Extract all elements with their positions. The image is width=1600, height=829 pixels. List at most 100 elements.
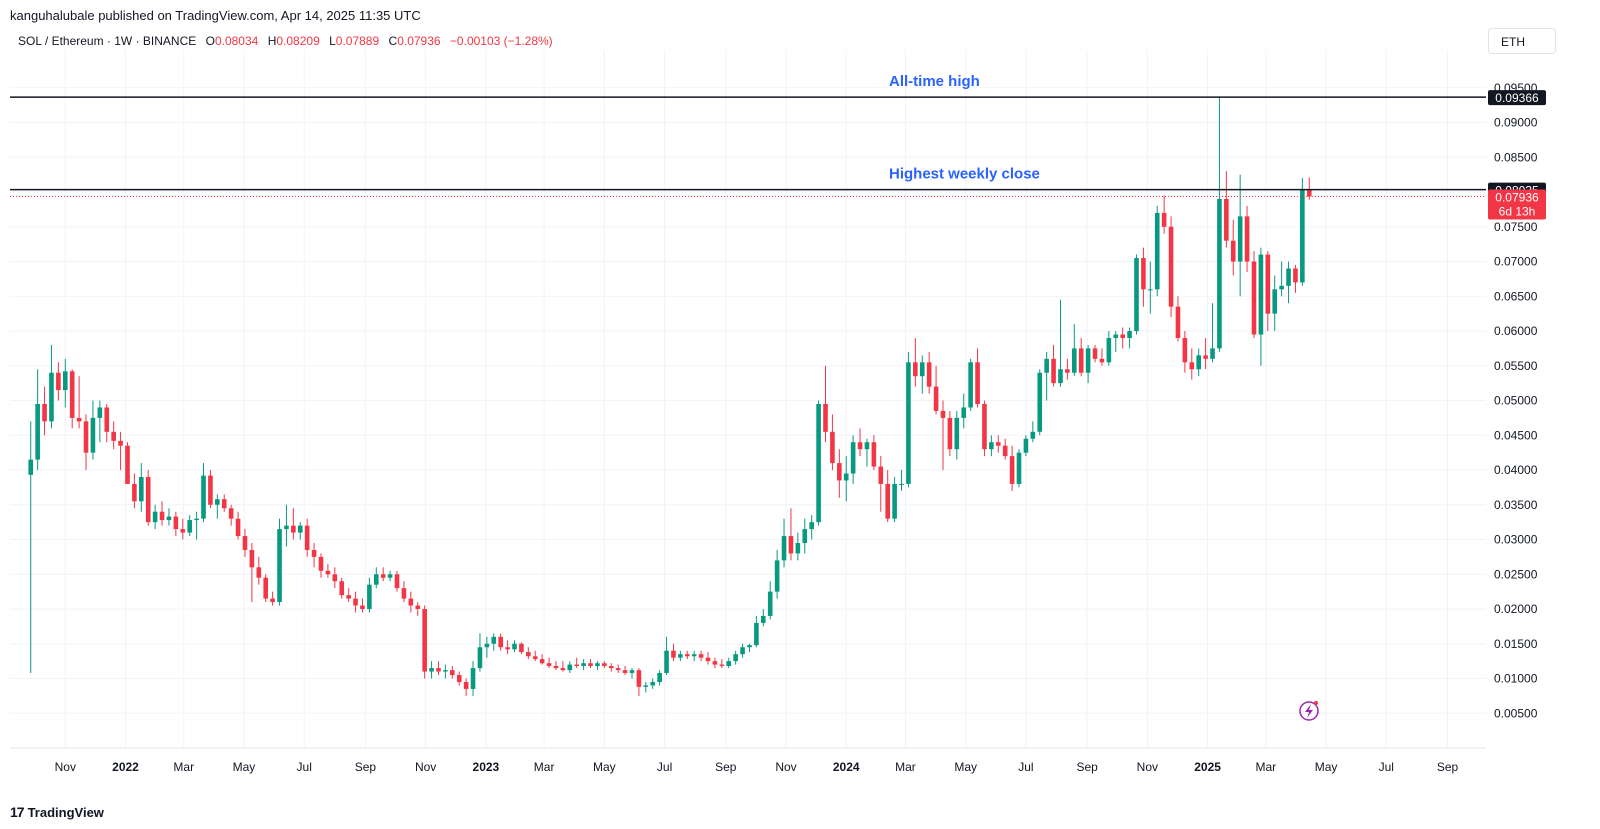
lightning-bolt-icon (1305, 704, 1313, 718)
candle-body (678, 654, 683, 658)
tradingview-logo-icon: 17 (10, 804, 25, 820)
candle-body (1210, 348, 1215, 359)
candle-body (857, 442, 863, 450)
candle-body (249, 549, 255, 568)
candle-body (705, 657, 711, 662)
candle-body (1279, 285, 1284, 290)
candle-body (1300, 189, 1305, 283)
candle-body (995, 442, 1001, 446)
candle-body (588, 663, 593, 666)
candle-body (788, 536, 794, 554)
candle-body (505, 647, 510, 650)
candle-body (747, 645, 752, 648)
candle-body (1085, 348, 1091, 373)
candle-body (1065, 369, 1070, 373)
candle-body (97, 407, 103, 418)
y-tick-label: 0.08500 (1494, 150, 1538, 164)
candle-body (719, 664, 725, 666)
candle-body (132, 483, 137, 502)
candle-body (1106, 337, 1112, 363)
x-tick-label: May (233, 760, 256, 774)
candle-body (484, 643, 490, 648)
candle-body (899, 483, 904, 485)
candle-body (954, 417, 960, 450)
candle-body (1203, 355, 1208, 359)
candle-body (657, 672, 662, 682)
x-tick-label: 2025 (1194, 760, 1221, 774)
candle-body (139, 476, 144, 502)
candle-body (1293, 268, 1298, 283)
candle-body (463, 681, 469, 689)
candle-body (1272, 289, 1278, 314)
candle-body (933, 386, 939, 411)
candle-body (1168, 226, 1174, 307)
x-tick-label: Mar (534, 760, 555, 774)
candle-body (754, 622, 759, 646)
open-label: O (205, 34, 215, 48)
candle-body (318, 556, 324, 571)
candle-body (215, 499, 220, 505)
candle-body (823, 404, 828, 432)
candle-body (602, 663, 607, 666)
candle-body (519, 643, 524, 653)
candle-body (767, 591, 773, 616)
candle-body (152, 511, 158, 523)
x-tick-label: 2022 (112, 760, 139, 774)
close-label: C (388, 34, 398, 48)
candle-body (850, 442, 856, 474)
candle-body (1196, 355, 1201, 370)
candle-body (228, 508, 234, 519)
candle-body (629, 670, 635, 673)
candle-body (429, 668, 434, 672)
x-tick-label: May (1315, 760, 1338, 774)
footer-brand[interactable]: 17 TradingView (10, 804, 104, 820)
level-price-tag (1488, 90, 1546, 106)
candle-body (989, 442, 994, 450)
candle-body (1141, 258, 1146, 290)
candle-body (968, 362, 973, 408)
candle-body (871, 442, 877, 467)
candle-body (684, 654, 690, 657)
level-annotation: All-time high (889, 73, 980, 90)
y-tick-label: 0.07000 (1494, 255, 1538, 269)
candle-body (104, 407, 110, 432)
candle-body (615, 668, 621, 671)
change-value: −0.00103 (−1.28%) (449, 34, 553, 48)
lightning-icon (1299, 701, 1319, 721)
candle-body (118, 440, 123, 446)
candle-body (470, 668, 476, 689)
candle-body (42, 404, 47, 422)
candle-body (595, 663, 600, 666)
x-tick-label: 2023 (473, 760, 500, 774)
notification-dot-icon (1314, 701, 1318, 705)
candle-body (415, 605, 421, 610)
candle-body (608, 665, 614, 669)
candle-body (837, 463, 842, 481)
candle-body (795, 542, 801, 554)
candle-body (691, 654, 697, 657)
candle-body (180, 529, 186, 533)
x-tick-label: Jul (297, 760, 312, 774)
candle-body (49, 372, 54, 422)
candle-body (443, 670, 448, 672)
candle-body (145, 476, 151, 523)
currency-button[interactable]: ETH (1488, 28, 1556, 54)
candle-body (450, 670, 455, 676)
candle-body (408, 598, 414, 606)
candle-body (387, 574, 393, 578)
x-tick-label: Mar (173, 760, 194, 774)
candle-body (1071, 348, 1077, 373)
symbol-title[interactable]: SOL / Ethereum · 1W · BINANCE (18, 34, 197, 48)
candle-body (270, 598, 275, 603)
y-tick-label: 0.02000 (1494, 602, 1538, 616)
y-tick-label: 0.01500 (1494, 637, 1538, 651)
candle-body (532, 656, 538, 660)
candle-body (159, 511, 165, 521)
candle-body (1175, 306, 1181, 338)
candle-body (1016, 452, 1022, 484)
candle-body (221, 499, 227, 509)
candle-body (90, 417, 96, 453)
y-tick-label: 0.07500 (1494, 220, 1538, 234)
candle-body (1099, 358, 1105, 363)
